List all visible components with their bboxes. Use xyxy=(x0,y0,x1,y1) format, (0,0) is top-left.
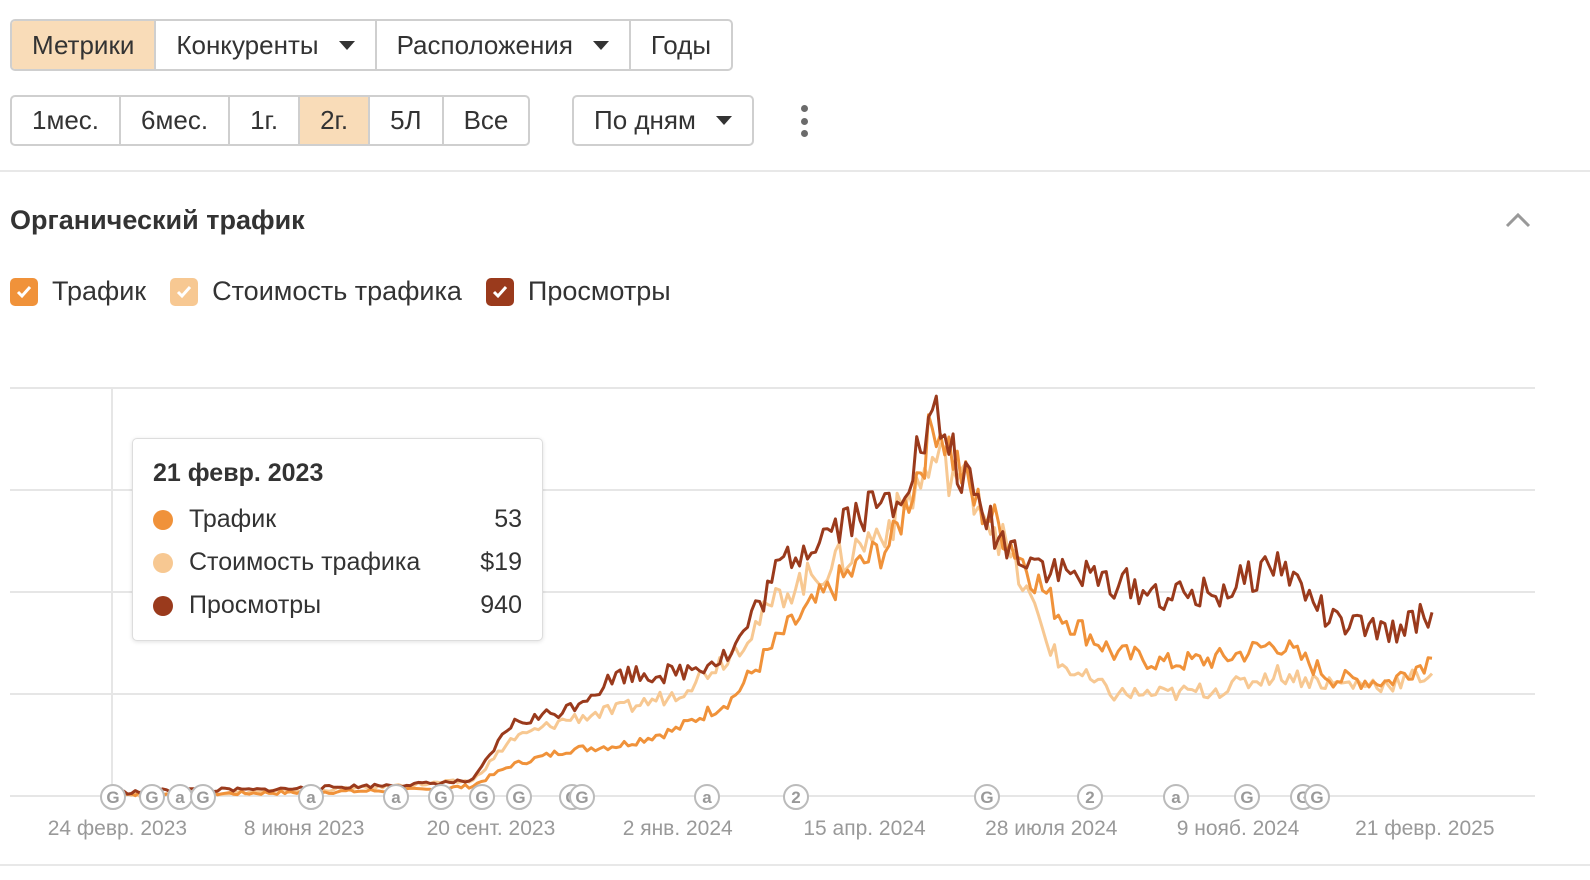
event-marker-10 xyxy=(569,784,595,810)
series-line-1 xyxy=(111,442,1434,798)
more-options-icon[interactable] xyxy=(797,105,811,137)
legend-label: Просмотры xyxy=(527,276,671,306)
event-marker-4 xyxy=(298,784,324,810)
report-tabs: Метрики Конкуренты Расположения Годы xyxy=(10,19,734,71)
checkbox-icon[interactable] xyxy=(485,277,514,306)
x-tick-label-0: 24 февр. 2023 xyxy=(48,817,187,840)
event-marker-label-6: G xyxy=(434,788,447,807)
event-marker-label-11: a xyxy=(702,788,712,807)
range-button-5[interactable]: Все xyxy=(463,105,509,135)
tab-1[interactable]: Конкуренты xyxy=(156,21,377,69)
series-line-2 xyxy=(111,394,1434,796)
event-marker-label-13: G xyxy=(980,788,993,807)
event-marker-15 xyxy=(1163,784,1189,810)
x-tick-label-1: 8 июня 2023 xyxy=(244,817,365,840)
event-marker-3 xyxy=(190,784,216,810)
legend-label: Стоимость трафика xyxy=(212,276,462,306)
event-marker-label-1: G xyxy=(145,788,158,807)
tab-label: Годы xyxy=(650,29,712,60)
x-tick-label-3: 2 янв. 2024 xyxy=(623,817,733,840)
divider xyxy=(0,170,1590,172)
divider xyxy=(0,864,1590,866)
tooltip-row: Стоимость трафика $19 xyxy=(153,541,522,584)
range-button-3[interactable]: 2г. xyxy=(300,97,371,144)
event-marker-7 xyxy=(469,784,495,810)
event-marker-12 xyxy=(783,784,809,810)
event-marker-1 xyxy=(139,784,165,810)
series-dot-icon xyxy=(153,552,173,573)
event-marker-16 xyxy=(1234,784,1260,810)
series-dot-icon xyxy=(153,595,173,616)
tooltip-value: 940 xyxy=(480,591,522,619)
collapse-icon[interactable] xyxy=(1504,210,1532,230)
event-marker-label-5: a xyxy=(391,788,401,807)
x-tick-label-7: 21 февр. 2025 xyxy=(1355,817,1494,840)
range-selector: 1мес. 6мес. 1г. 2г. 5Л Все xyxy=(10,95,531,146)
event-marker-label-3: G xyxy=(196,788,209,807)
event-marker-label-18: G xyxy=(1310,788,1323,807)
tooltip-label: Просмотры xyxy=(189,591,322,619)
event-marker-label-14: 2 xyxy=(1085,788,1094,807)
event-marker-label-7: G xyxy=(475,788,488,807)
event-marker-13 xyxy=(974,784,1000,810)
x-tick-label-2: 20 сент. 2023 xyxy=(427,817,556,840)
legend-item-1[interactable]: Стоимость трафика xyxy=(170,276,462,307)
x-tick-label-5: 28 июля 2024 xyxy=(985,817,1118,840)
event-marker-label-8: G xyxy=(512,788,525,807)
chevron-down-icon xyxy=(592,40,609,50)
tooltip-row: Трафик 53 xyxy=(153,498,522,541)
range-button-4[interactable]: 5Л xyxy=(370,97,444,144)
range-button-2[interactable]: 1г. xyxy=(230,97,301,144)
event-marker-0 xyxy=(100,784,126,810)
tooltip-label: Стоимость трафика xyxy=(189,548,421,576)
section-title: Органический трафик xyxy=(10,205,305,235)
event-marker-label-15: a xyxy=(1171,788,1181,807)
chevron-down-icon xyxy=(715,116,732,125)
x-tick-label-6: 9 нояб. 2024 xyxy=(1177,817,1300,840)
tab-label: Расположения xyxy=(396,29,573,60)
tab-2[interactable]: Расположения xyxy=(377,21,631,69)
range-button-0[interactable]: 1мес. xyxy=(12,97,122,144)
legend-label: Трафик xyxy=(52,276,147,306)
event-marker-label-4: a xyxy=(306,788,316,807)
series-dot-icon xyxy=(153,509,173,530)
tab-3[interactable]: Годы xyxy=(631,21,731,69)
tooltip-label: Трафик xyxy=(189,505,277,533)
tooltip-value: $19 xyxy=(480,548,522,576)
event-marker-label-2: a xyxy=(175,788,185,807)
series-line-0 xyxy=(111,413,1433,798)
tooltip-row: Просмотры 940 xyxy=(153,584,522,627)
tab-0[interactable]: Метрики xyxy=(12,21,157,69)
chart-legend: Трафик Стоимость трафика Просмотры xyxy=(10,276,695,307)
range-button-1[interactable]: 6мес. xyxy=(121,97,231,144)
event-marker-5 xyxy=(383,784,409,810)
event-marker-18 xyxy=(1304,784,1330,810)
tab-label: Метрики xyxy=(32,29,135,60)
event-marker-label-10: G xyxy=(575,788,588,807)
event-marker-label-12: 2 xyxy=(791,788,800,807)
legend-item-2[interactable]: Просмотры xyxy=(485,276,671,307)
tooltip-date: 21 февр. 2023 xyxy=(153,459,324,487)
x-tick-label-4: 15 апр. 2024 xyxy=(803,817,926,840)
event-marker-8 xyxy=(506,784,532,810)
event-marker-label-16: G xyxy=(1240,788,1253,807)
granularity-label: По дням xyxy=(594,105,696,135)
checkbox-icon[interactable] xyxy=(10,277,38,306)
tab-label: Конкуренты xyxy=(176,29,319,60)
chevron-down-icon xyxy=(338,40,355,50)
chart-tooltip: 21 февр. 2023 Трафик 53 Стоимость трафика $… xyxy=(132,438,543,641)
legend-item-0[interactable]: Трафик xyxy=(10,276,146,307)
event-marker-6 xyxy=(428,784,454,810)
event-marker-14 xyxy=(1077,784,1103,810)
event-marker-11 xyxy=(694,784,720,810)
tooltip-value: 53 xyxy=(494,505,522,533)
event-marker-label-0: G xyxy=(106,788,119,807)
checkbox-icon[interactable] xyxy=(170,277,199,306)
granularity-dropdown[interactable]: По дням xyxy=(572,95,754,146)
